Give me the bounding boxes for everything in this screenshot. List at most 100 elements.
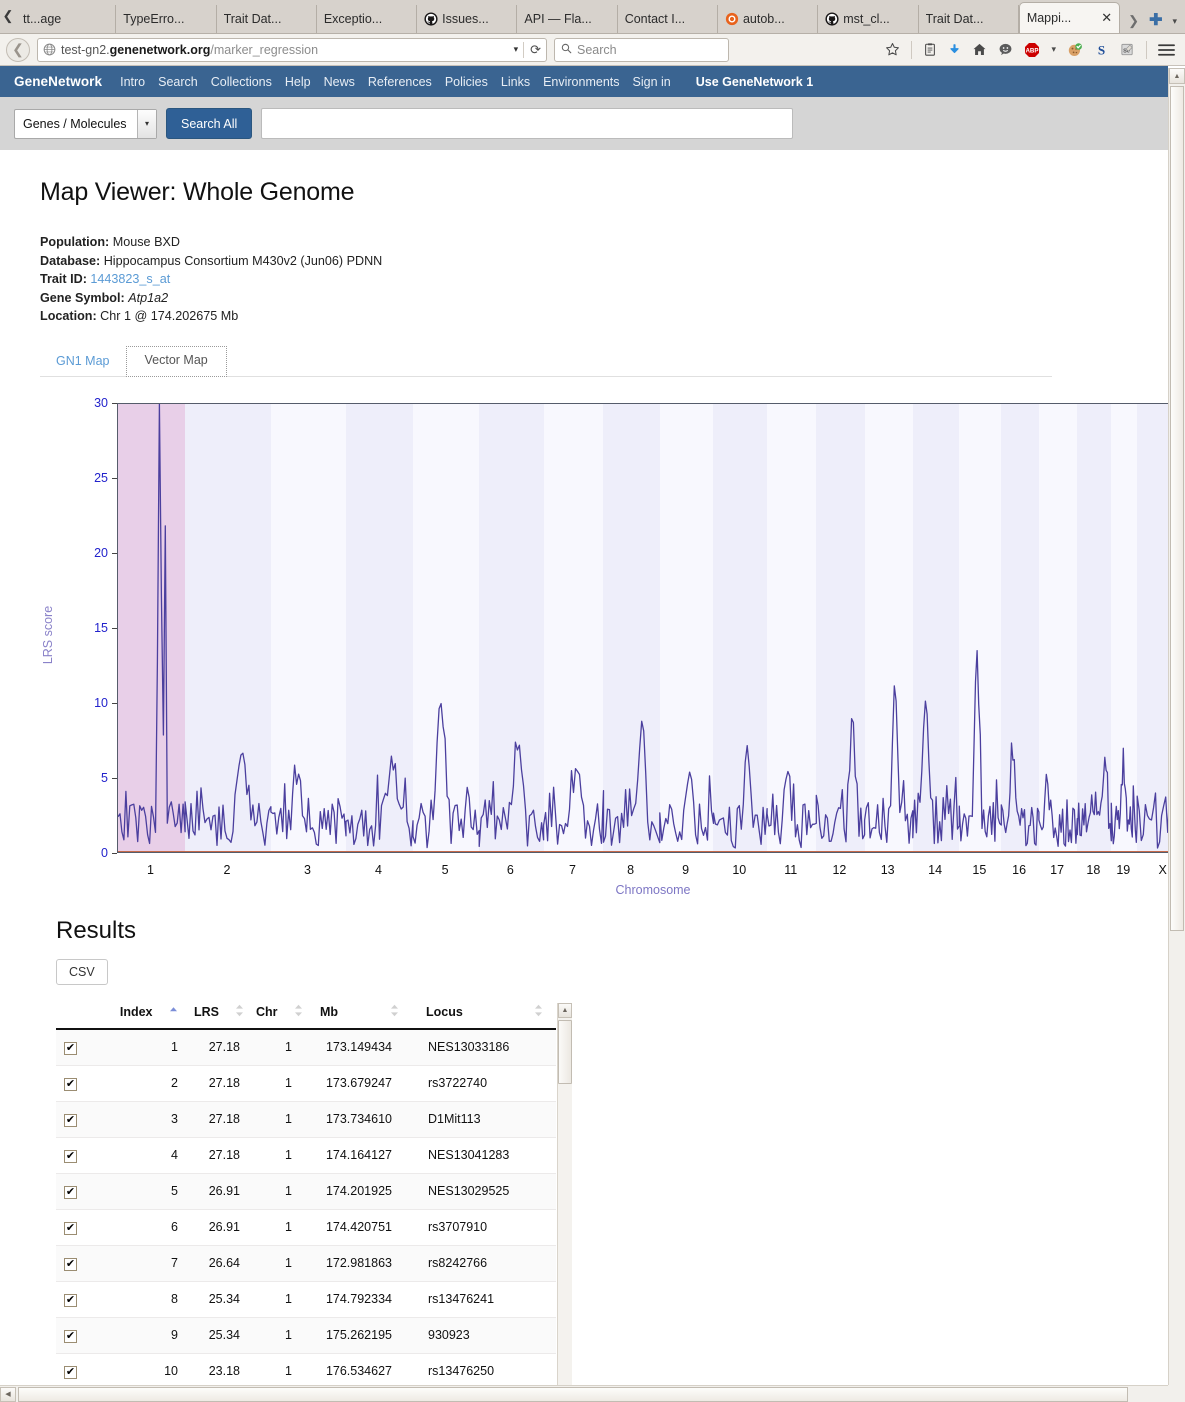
sort-both-icon[interactable] <box>232 1004 244 1020</box>
site-brand[interactable]: GeneNetwork <box>14 74 103 89</box>
sort-both-icon[interactable] <box>390 1004 402 1020</box>
tab-vector-map[interactable]: Vector Map <box>125 345 227 377</box>
selenium-ide-icon[interactable]: Se <box>1120 42 1135 57</box>
nav-link-help[interactable]: Help <box>284 74 311 89</box>
row-checkbox[interactable]: ✔ <box>64 1113 77 1127</box>
sort-asc-icon[interactable] <box>166 1006 178 1020</box>
nav-link-news[interactable]: News <box>323 74 355 89</box>
back-button[interactable]: ❮ <box>6 37 30 62</box>
browser-tab[interactable]: autob... <box>718 5 819 33</box>
table-row[interactable]: ✔ 6 26.91 1 174.420751 rs3707910 <box>56 1209 556 1246</box>
adblock-dropdown-icon[interactable]: ▾ <box>1051 44 1056 54</box>
browser-tab[interactable]: Trait Dat... <box>217 5 317 33</box>
tab-list-icon[interactable]: ❯ <box>1128 13 1140 28</box>
row-checkbox-cell[interactable]: ✔ <box>56 1173 100 1210</box>
scroll-left-icon[interactable]: ◀ <box>0 1386 16 1402</box>
sort-both-icon[interactable] <box>291 1004 303 1020</box>
use-genenetwork-1-link[interactable]: Use GeneNetwork 1 <box>695 74 814 89</box>
table-row[interactable]: ✔ 10 23.18 1 176.534627 rs13476250 <box>56 1353 556 1390</box>
scroll-up-icon[interactable]: ▲ <box>558 1002 572 1018</box>
chevron-down-icon[interactable]: ▾ <box>137 109 156 138</box>
row-checkbox[interactable]: ✔ <box>64 1329 77 1343</box>
tab-gn1-map[interactable]: GN1 Map <box>56 353 110 368</box>
row-checkbox[interactable]: ✔ <box>64 1293 77 1307</box>
address-bar[interactable]: test-gn2.genenetwork.org/marker_regressi… <box>37 37 547 62</box>
browser-tab[interactable]: Contact I... <box>618 5 718 33</box>
nav-link-references[interactable]: References <box>367 74 432 89</box>
scrollbar-thumb[interactable] <box>1170 86 1184 931</box>
table-vertical-scrollbar[interactable]: ▲ <box>557 1002 572 1402</box>
bookmark-star-icon[interactable] <box>885 42 900 57</box>
browser-tab[interactable]: Exceptio... <box>317 5 418 33</box>
table-row[interactable]: ✔ 7 26.64 1 172.981863 rs8242766 <box>56 1245 556 1282</box>
scrollbar-thumb[interactable] <box>18 1387 1128 1402</box>
row-checkbox[interactable]: ✔ <box>64 1221 77 1235</box>
row-checkbox-cell[interactable]: ✔ <box>56 1065 100 1102</box>
row-checkbox-cell[interactable]: ✔ <box>56 1209 100 1246</box>
column-header-locus[interactable]: Locus <box>418 1002 556 1030</box>
table-row[interactable]: ✔ 4 27.18 1 174.164127 NES13041283 <box>56 1137 556 1174</box>
browser-search-box[interactable]: Search <box>554 37 729 62</box>
row-checkbox-cell[interactable]: ✔ <box>56 1137 100 1174</box>
browser-tab[interactable]: API — Fla... <box>517 5 618 33</box>
search-all-button[interactable]: Search All <box>166 108 253 139</box>
row-checkbox[interactable]: ✔ <box>64 1077 77 1091</box>
close-icon[interactable]: ✕ <box>1101 10 1113 25</box>
page-vertical-scrollbar[interactable]: ▲ <box>1168 68 1185 1385</box>
column-header-select[interactable] <box>56 1002 100 1030</box>
table-row[interactable]: ✔ 9 25.34 1 175.262195 930923 <box>56 1317 556 1354</box>
row-checkbox-cell[interactable]: ✔ <box>56 1101 100 1138</box>
row-checkbox[interactable]: ✔ <box>64 1041 77 1055</box>
nav-link-intro[interactable]: Intro <box>120 74 146 89</box>
browser-tab[interactable]: Issues... <box>417 5 518 33</box>
table-row[interactable]: ✔ 2 27.18 1 173.679247 rs3722740 <box>56 1065 556 1102</box>
chevron-down-icon[interactable]: ▾ <box>513 44 519 54</box>
page-horizontal-scrollbar[interactable]: ◀ <box>0 1385 1185 1402</box>
browser-tab[interactable]: mst_cl... <box>818 5 919 33</box>
row-checkbox[interactable]: ✔ <box>64 1257 77 1271</box>
browser-tab-active[interactable]: Mappi... ✕ <box>1018 2 1121 33</box>
nav-link-search[interactable]: Search <box>158 74 198 89</box>
reading-list-icon[interactable] <box>923 42 937 57</box>
row-checkbox-cell[interactable]: ✔ <box>56 1281 100 1318</box>
column-header-chr[interactable]: Chr <box>248 1002 303 1030</box>
reload-icon[interactable]: ⟳ <box>523 41 541 58</box>
row-checkbox[interactable]: ✔ <box>64 1185 77 1199</box>
search-input[interactable] <box>261 108 794 139</box>
search-category-select[interactable]: Genes / Molecules ▾ <box>14 108 157 139</box>
plot-area[interactable] <box>117 402 1185 853</box>
column-header-index[interactable]: Index <box>100 1002 186 1030</box>
table-row[interactable]: ✔ 1 27.18 1 173.149434 NES13033186 <box>56 1028 556 1066</box>
row-checkbox-cell[interactable]: ✔ <box>56 1245 100 1282</box>
row-checkbox[interactable]: ✔ <box>64 1365 77 1379</box>
downloads-icon[interactable] <box>948 42 961 57</box>
csv-export-button[interactable]: CSV <box>56 958 108 985</box>
hamburger-menu-icon[interactable] <box>1158 43 1175 57</box>
chevron-down-icon[interactable]: ▾ <box>1172 15 1177 26</box>
browser-tab[interactable]: TypeErro... <box>116 5 217 33</box>
sort-both-icon[interactable] <box>534 1004 546 1020</box>
table-row[interactable]: ✔ 8 25.34 1 174.792334 rs13476241 <box>56 1281 556 1318</box>
table-row[interactable]: ✔ 3 27.18 1 173.734610 D1Mit113 <box>56 1101 556 1138</box>
s-extension-icon[interactable]: S <box>1094 42 1109 58</box>
row-checkbox-cell[interactable]: ✔ <box>56 1353 100 1390</box>
scrollbar-thumb[interactable] <box>558 1019 572 1084</box>
trait-id-link[interactable]: 1443823_s_at <box>90 272 171 286</box>
browser-tab[interactable]: Trait Dat... <box>919 5 1019 33</box>
scroll-up-icon[interactable]: ▲ <box>1169 68 1185 84</box>
table-row[interactable]: ✔ 5 26.91 1 174.201925 NES13029525 <box>56 1173 556 1210</box>
cookie-manager-icon[interactable] <box>1067 42 1083 58</box>
nav-link-policies[interactable]: Policies <box>444 74 488 89</box>
column-header-lrs[interactable]: LRS <box>186 1002 248 1030</box>
row-checkbox-cell[interactable]: ✔ <box>56 1028 100 1066</box>
nav-link-signin[interactable]: Sign in <box>632 74 671 89</box>
row-checkbox-cell[interactable]: ✔ <box>56 1317 100 1354</box>
new-tab-icon[interactable]: ✚ <box>1149 12 1163 29</box>
nav-link-links[interactable]: Links <box>500 74 531 89</box>
row-checkbox[interactable]: ✔ <box>64 1149 77 1163</box>
nav-link-environments[interactable]: Environments <box>543 74 620 89</box>
tab-scroll-left-button[interactable]: ❮ <box>2 8 14 23</box>
adblock-plus-icon[interactable]: ABP <box>1024 42 1040 58</box>
browser-tab[interactable]: tt...age <box>16 5 117 33</box>
nav-link-collections[interactable]: Collections <box>210 74 272 89</box>
